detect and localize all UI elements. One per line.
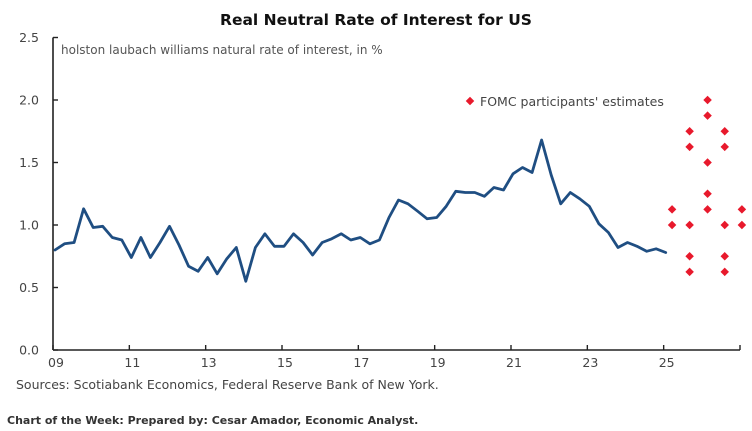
x-tick-label: 23 bbox=[582, 355, 598, 370]
x-tick-label: 09 bbox=[48, 355, 64, 370]
legend-label: FOMC participants' estimates bbox=[480, 94, 664, 109]
hlw-rate-line bbox=[53, 138, 668, 283]
fomc-estimate-dot bbox=[703, 111, 712, 120]
y-tick-label: 1.5 bbox=[19, 155, 39, 170]
y-axis: 0.0 0.5 1.0 1.5 2.0 2.5 bbox=[19, 30, 58, 358]
fomc-estimate-dot bbox=[685, 142, 694, 152]
y-tick-label: 1.0 bbox=[19, 218, 39, 233]
x-tick-label: 19 bbox=[430, 355, 446, 370]
fomc-estimate-dot bbox=[720, 267, 729, 277]
fomc-estimate-dot bbox=[685, 220, 694, 230]
legend-marker-diamond bbox=[465, 96, 475, 106]
legend: FOMC participants' estimates bbox=[465, 94, 664, 109]
fomc-estimate-dot bbox=[685, 267, 694, 277]
x-tick-label: 21 bbox=[506, 355, 522, 370]
footer-credit: Chart of the Week: Prepared by: Cesar Am… bbox=[7, 414, 418, 427]
fomc-estimate-dot bbox=[737, 205, 747, 214]
y-tick-label: 2.0 bbox=[19, 93, 39, 108]
fomc-estimate-dot bbox=[720, 142, 729, 152]
x-axis: 09 11 13 15 17 19 21 23 25 bbox=[48, 345, 741, 370]
x-tick-label: 25 bbox=[659, 355, 675, 370]
x-tick-label: 15 bbox=[277, 355, 293, 370]
fomc-estimate-dot bbox=[667, 205, 677, 214]
series-line-group bbox=[53, 138, 668, 283]
fomc-estimate-dot bbox=[685, 252, 694, 261]
x-tick-label: 11 bbox=[124, 355, 140, 370]
y-tick-label: 0.5 bbox=[19, 280, 39, 295]
y-tick-label: 0.0 bbox=[19, 343, 39, 358]
fomc-estimate-dot bbox=[720, 252, 729, 261]
x-tick-label: 17 bbox=[353, 355, 369, 370]
fomc-estimate-dot bbox=[703, 205, 712, 214]
fomc-dots-group bbox=[667, 95, 747, 277]
fomc-estimate-dot bbox=[720, 220, 729, 230]
chart-title: Real Neutral Rate of Interest for US bbox=[220, 11, 532, 29]
fomc-estimate-dot bbox=[737, 220, 747, 230]
source-note: Sources: Scotiabank Economics, Federal R… bbox=[16, 377, 439, 392]
fomc-estimate-dot bbox=[667, 220, 677, 230]
x-tick-label: 13 bbox=[201, 355, 217, 370]
fomc-estimate-dot bbox=[685, 127, 694, 136]
fomc-estimate-dot bbox=[703, 158, 712, 167]
fomc-estimate-dot bbox=[703, 189, 712, 198]
fomc-estimate-dot bbox=[720, 127, 729, 136]
y-tick-label: 2.5 bbox=[19, 30, 39, 45]
fomc-estimate-dot bbox=[703, 95, 712, 105]
chart-subtitle: holston laubach williams natural rate of… bbox=[61, 43, 383, 57]
